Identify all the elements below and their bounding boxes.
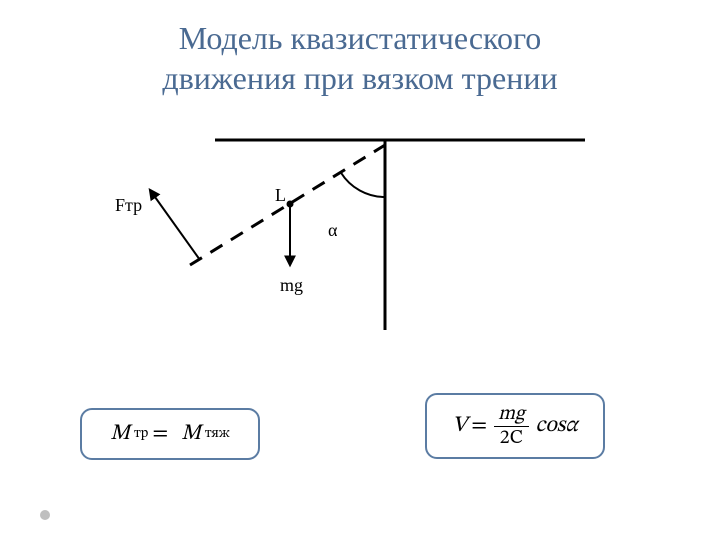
- label-F: Fтр: [115, 195, 142, 216]
- frac-bar: [494, 426, 528, 427]
- slide-bullet-decor: [40, 510, 50, 520]
- rhs-M: M: [181, 420, 201, 448]
- title-line-1: Модель квазистатического: [179, 20, 542, 56]
- eq-sign-2: =: [471, 412, 487, 440]
- label-alpha: α: [328, 220, 337, 241]
- physics-diagram: Fтр L α mg: [130, 100, 590, 360]
- fraction: mg 2C: [494, 404, 528, 449]
- friction-arrow: [150, 190, 200, 260]
- lhs-sub: тр: [134, 425, 148, 443]
- label-mg: mg: [280, 275, 303, 296]
- lhs-M: M: [110, 420, 130, 448]
- frac-num: mg: [494, 404, 528, 425]
- rhs-sub: тяж: [205, 425, 230, 443]
- label-L: L: [275, 185, 286, 206]
- formula-velocity: V = mg 2C cosα: [425, 393, 605, 459]
- slide-title: Модель квазистатического движения при вя…: [0, 18, 720, 98]
- diagram-svg: [130, 100, 590, 360]
- frac-den: 2C: [500, 428, 523, 448]
- title-line-2: движения при вязком трении: [162, 60, 557, 96]
- cos-alpha: cosα: [536, 412, 578, 440]
- angle-arc: [341, 173, 385, 197]
- formula-moment-balance: Mтр = Mтяж: [80, 408, 260, 460]
- lhs-V: V: [452, 412, 467, 440]
- eq-sign-1: =: [152, 420, 168, 448]
